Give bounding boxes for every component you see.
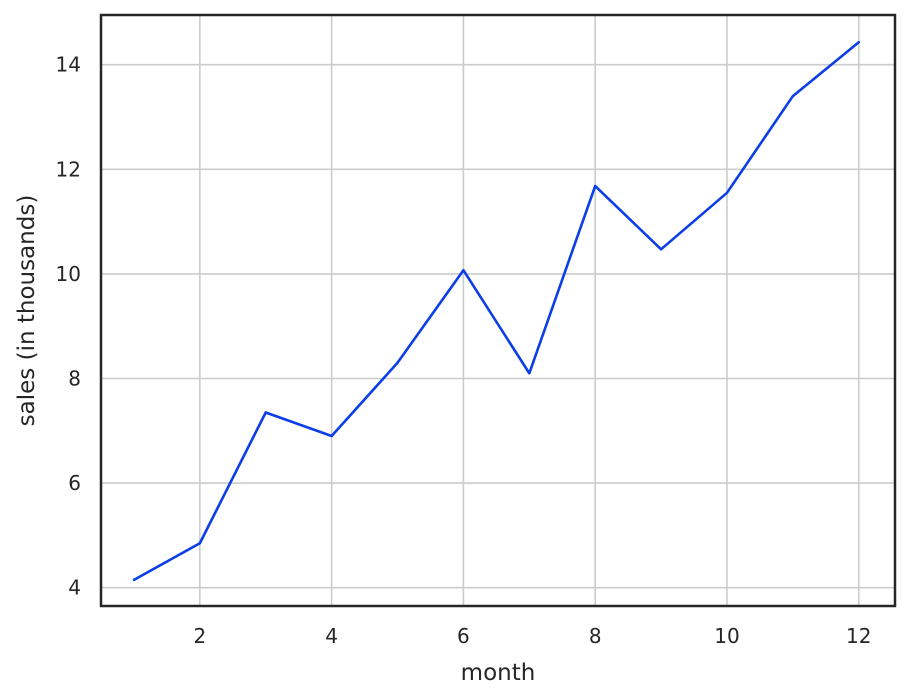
x-axis-tick-labels: 2 4 6 8 10 12 — [193, 624, 871, 648]
vertical-gridlines — [199, 15, 860, 606]
x-axis-label: month — [461, 660, 536, 686]
plot-area-frame — [99, 13, 897, 608]
x-tick-label: 2 — [193, 624, 206, 648]
y-axis-tick-labels: 4 6 8 10 12 14 — [56, 53, 81, 600]
x-tick-label: 4 — [325, 624, 338, 648]
y-tick-label: 8 — [68, 366, 81, 390]
y-tick-label: 14 — [56, 53, 81, 77]
x-tick-label: 6 — [457, 624, 470, 648]
x-tick-label: 12 — [846, 624, 871, 648]
x-tick-label: 10 — [714, 624, 739, 648]
horizontal-gridlines — [101, 63, 895, 589]
y-tick-label: 12 — [56, 157, 81, 181]
y-tick-label: 4 — [68, 576, 81, 600]
series-layer — [132, 40, 861, 582]
sales-series-line — [132, 40, 861, 582]
y-tick-label: 6 — [68, 471, 81, 495]
x-tick-label: 8 — [589, 624, 602, 648]
y-tick-label: 10 — [56, 262, 81, 286]
y-axis-label: sales (in thousands) — [14, 195, 40, 427]
